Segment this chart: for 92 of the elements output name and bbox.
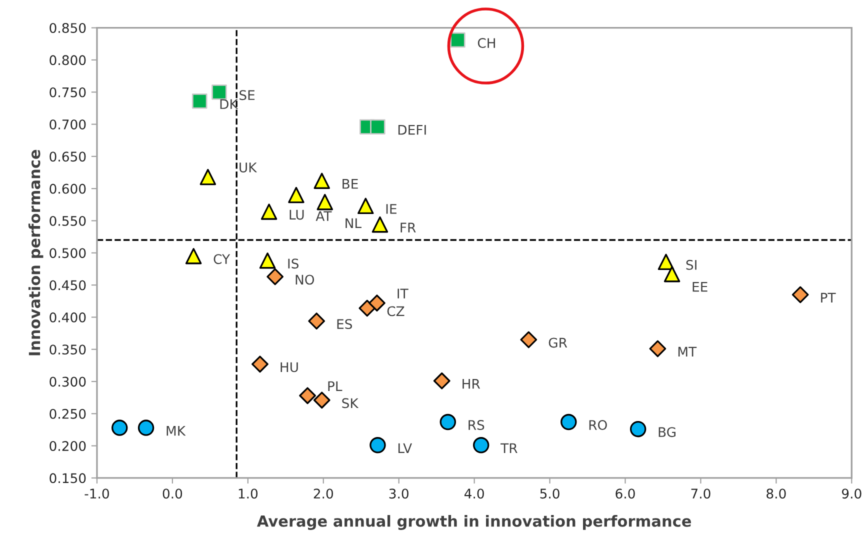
y-tick-label: 0.800 <box>50 55 86 66</box>
y-tick-label: 0.850 <box>50 23 86 33</box>
x-tick-label: 0.0 <box>162 488 182 499</box>
annotation: HR <box>462 379 480 389</box>
x-tick-label: 3.0 <box>389 488 408 499</box>
point <box>316 194 334 210</box>
point <box>313 392 330 409</box>
annotation: AT <box>316 211 332 221</box>
annotation: UK <box>240 162 258 172</box>
annotation: IT <box>398 288 408 298</box>
point <box>433 372 450 390</box>
x-tick-label: 7.0 <box>691 488 710 499</box>
point <box>111 420 128 436</box>
x-axis-title: Average annual growth in innovation performance <box>256 515 692 530</box>
annotation: BG <box>658 427 676 438</box>
x-tick-label: 1.0 <box>238 488 258 499</box>
y-tick-label: 0.350 <box>50 344 86 355</box>
point <box>358 300 376 317</box>
point <box>288 186 304 204</box>
annotation: IS <box>288 258 299 269</box>
annotation: RS <box>468 420 484 430</box>
point <box>266 268 284 286</box>
x-tick-label: -1.0 <box>84 488 109 499</box>
y-axis-title: Innovation performance <box>28 150 44 356</box>
point <box>560 414 577 430</box>
point <box>520 331 538 348</box>
point <box>185 248 202 264</box>
y-tick-label: 0.700 <box>50 119 86 130</box>
annotation: SI <box>686 260 696 270</box>
annotation: NO <box>296 274 314 285</box>
y-tick-label: 0.500 <box>50 248 86 258</box>
y-tick-label: 0.750 <box>50 87 86 98</box>
x-tick-label: 4.0 <box>464 488 484 499</box>
annotation: HU <box>280 362 298 372</box>
annotation: EE <box>692 282 708 292</box>
annotation: CY <box>214 254 230 264</box>
annotation: PL <box>328 381 342 391</box>
point <box>368 294 386 312</box>
point <box>252 356 268 373</box>
point <box>664 266 680 282</box>
annotation: GR <box>548 338 568 348</box>
point <box>260 204 278 220</box>
point <box>358 198 374 214</box>
point <box>658 254 674 270</box>
point <box>212 84 227 100</box>
y-tick-label: 0.450 <box>50 280 86 290</box>
y-tick-label: 0.250 <box>50 408 86 419</box>
y-tick-label: 0.150 <box>50 473 86 484</box>
point <box>138 420 154 436</box>
x-tick-label: 9.0 <box>842 488 862 499</box>
annotation: LU <box>290 210 304 220</box>
y-tick-label: 0.400 <box>50 312 86 322</box>
annotation: BE <box>342 179 358 189</box>
x-tick-label: 6.0 <box>616 488 635 499</box>
y-tick-label: 0.600 <box>50 184 86 194</box>
point <box>472 437 490 454</box>
point <box>450 32 466 48</box>
annotation: FR <box>400 222 416 232</box>
point <box>372 216 388 233</box>
x-tick-label: 8.0 <box>766 488 786 499</box>
annotation: ES <box>337 319 352 330</box>
point <box>259 252 276 269</box>
annotation: PT <box>821 292 836 302</box>
annotation: NL <box>346 218 362 228</box>
y-tick-label: 0.650 <box>50 152 86 162</box>
point <box>370 119 386 134</box>
annotation: CH <box>478 38 495 48</box>
point <box>792 286 809 304</box>
annotation: MK <box>166 426 186 436</box>
annotation: MT <box>678 346 697 357</box>
point <box>192 93 208 109</box>
point <box>649 340 666 358</box>
annotation: SK <box>342 398 359 408</box>
point <box>370 437 386 454</box>
annotation: CZ <box>387 306 404 316</box>
x-tick-label: 2.0 <box>314 488 333 499</box>
annotation: IE <box>386 204 396 214</box>
annotation: DEFI <box>398 125 426 135</box>
point <box>630 420 646 438</box>
point <box>299 387 316 404</box>
x-tick-label: 5.0 <box>540 488 560 499</box>
point <box>314 172 330 189</box>
annotation: TR <box>500 443 518 453</box>
point <box>440 414 456 430</box>
annotation: LV <box>398 443 412 453</box>
y-tick-label: 0.300 <box>50 376 86 387</box>
y-tick-label: 0.200 <box>50 441 86 452</box>
point <box>200 168 216 186</box>
annotation: SE <box>240 90 255 100</box>
annotation: RO <box>589 420 607 430</box>
y-tick-label: 0.550 <box>50 216 86 226</box>
point <box>308 312 326 330</box>
